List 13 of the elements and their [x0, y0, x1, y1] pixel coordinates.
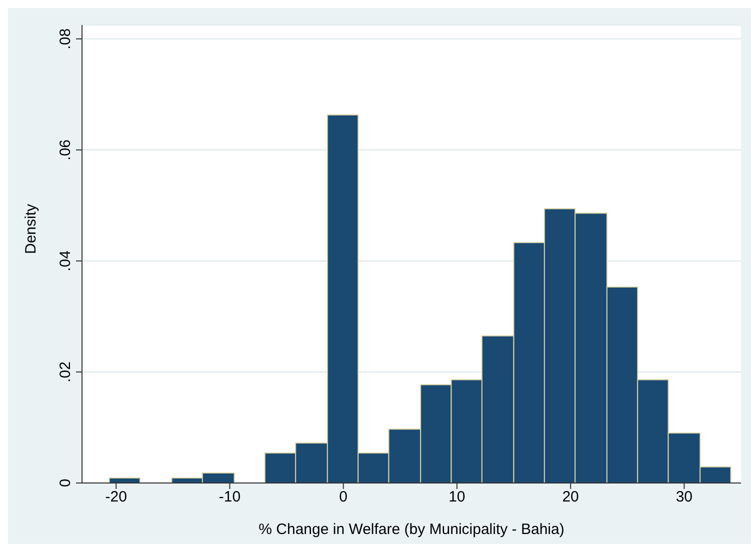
y-tick-label: .06: [57, 139, 74, 160]
y-tick-label: .04: [57, 250, 74, 272]
y-tick-label: 0: [57, 478, 74, 488]
x-tick-label: -20: [105, 488, 127, 506]
x-tick-label: -10: [218, 488, 241, 506]
x-axis-title: % Change in Welfare (by Municipality - Bahia): [258, 521, 564, 538]
y-axis-title: Density: [22, 203, 40, 254]
y-tick-label: .08: [57, 28, 74, 50]
x-tick-label: 10: [448, 488, 466, 506]
x-tick-label: 0: [339, 488, 348, 506]
y-tick-label: .02: [57, 362, 74, 382]
x-tick-label: 30: [676, 488, 693, 506]
x-tick-label: 20: [562, 488, 579, 506]
